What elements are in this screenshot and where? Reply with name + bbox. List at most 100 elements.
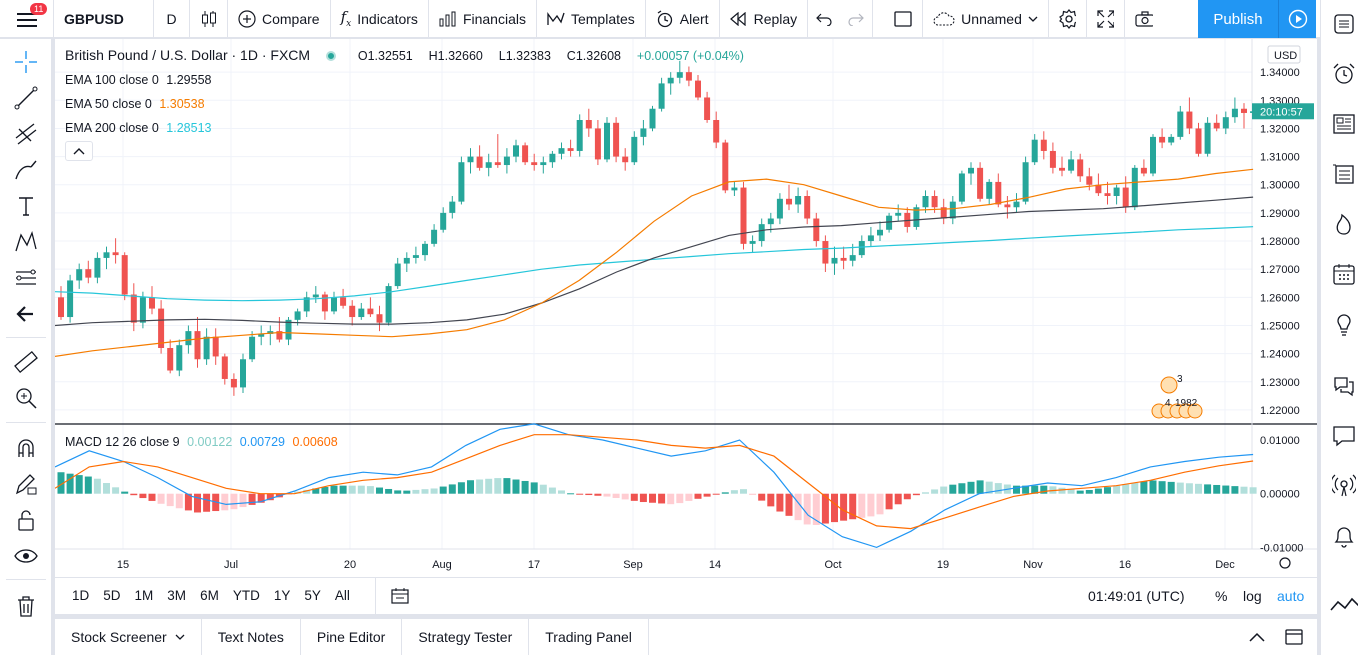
trash-icon: [18, 596, 34, 617]
hide-toolbar-button[interactable]: [10, 299, 42, 329]
magnet-tool[interactable]: [10, 433, 42, 463]
compare-button[interactable]: Compare: [228, 0, 331, 38]
candle-body: [121, 255, 128, 295]
streams-button[interactable]: [1330, 472, 1358, 500]
maximize-panel-icon[interactable]: [1285, 629, 1303, 645]
toolbar-divider: [6, 579, 46, 580]
chart-canvas[interactable]: 1.340001.330001.320001.310001.300001.290…: [55, 39, 1317, 576]
candle-body: [139, 297, 146, 323]
range-5y[interactable]: 5Y: [304, 588, 321, 603]
collapse-sidebar-button[interactable]: [1330, 590, 1358, 618]
measure-tool[interactable]: [10, 347, 42, 377]
price-tick-label: 1.30000: [1260, 180, 1300, 192]
candle-body: [94, 257, 101, 278]
messages-button[interactable]: [1330, 422, 1358, 450]
tab-trading-panel[interactable]: Trading Panel: [529, 619, 649, 655]
tab-strategy-tester[interactable]: Strategy Tester: [402, 619, 530, 655]
log-scale-toggle[interactable]: log: [1243, 588, 1262, 604]
range-5d[interactable]: 5D: [103, 588, 121, 603]
flame-icon: [1336, 213, 1351, 235]
news-button[interactable]: [1330, 110, 1358, 138]
ideas-button[interactable]: [1330, 310, 1358, 338]
range-1y[interactable]: 1Y: [273, 588, 291, 603]
settings-button[interactable]: [1049, 0, 1087, 38]
text-tool[interactable]: [10, 191, 42, 221]
ema100-legend[interactable]: EMA 100 close 0 1.29558: [65, 73, 215, 87]
trend-line-tool[interactable]: [10, 83, 42, 113]
remove-drawings-tool[interactable]: [10, 591, 42, 621]
macd-legend[interactable]: MACD 12 26 close 9 0.00122 0.00729 0.006…: [65, 435, 342, 449]
publish-button[interactable]: Publish: [1198, 0, 1278, 38]
legend-close: C1.32608: [566, 49, 622, 63]
auto-scale-toggle[interactable]: auto: [1277, 588, 1305, 604]
snapshot-button[interactable]: [1125, 0, 1163, 38]
legend-collapse-button[interactable]: [65, 141, 93, 161]
data-window-button[interactable]: [1330, 160, 1358, 188]
interval-button[interactable]: D: [154, 0, 190, 38]
alerts-panel-button[interactable]: [1330, 60, 1358, 88]
fullscreen-button[interactable]: [1087, 0, 1125, 38]
lock-all-tool[interactable]: [10, 505, 42, 535]
symbol-search-button[interactable]: GBPUSD: [54, 0, 154, 38]
macd-histogram-bar: [1240, 486, 1248, 494]
play-button[interactable]: [1278, 0, 1316, 38]
indicators-button[interactable]: fx Indicators: [331, 0, 429, 38]
candle-body: [103, 252, 110, 258]
go-to-date-button[interactable]: [374, 577, 417, 614]
candle-body: [877, 229, 883, 236]
calendar-button[interactable]: [1330, 260, 1358, 288]
macd-tick-label: 0.01000: [1260, 435, 1300, 447]
financials-button[interactable]: Financials: [429, 0, 537, 38]
chats-button[interactable]: [1330, 372, 1358, 400]
tab-stock-screener[interactable]: Stock Screener: [55, 619, 202, 655]
macd-histogram-bar: [348, 485, 356, 494]
chevron-zigzag-icon: [1330, 597, 1358, 611]
toolbar-divider: [6, 337, 46, 338]
layout-name-button[interactable]: Unnamed: [923, 0, 1049, 38]
macd-histogram-bar: [1031, 485, 1039, 494]
candle-body: [158, 308, 165, 348]
lock-drawings-tool[interactable]: [10, 469, 42, 499]
tab-pine-editor[interactable]: Pine Editor: [301, 619, 403, 655]
watchlist-button[interactable]: [1330, 10, 1358, 38]
hide-drawings-tool[interactable]: [10, 541, 42, 571]
symbol-title[interactable]: British Pound / U.S. Dollar · 1D · FXCM: [65, 47, 311, 63]
range-1d[interactable]: 1D: [72, 588, 90, 603]
brush-tool[interactable]: [10, 155, 42, 185]
range-ytd[interactable]: YTD: [232, 588, 260, 603]
fib-tool[interactable]: [10, 119, 42, 149]
range-3m[interactable]: 3M: [167, 588, 187, 603]
crosshair-tool[interactable]: [10, 47, 42, 77]
utc-clock[interactable]: 01:49:01 (UTC): [1088, 588, 1185, 604]
pattern-tool[interactable]: [10, 227, 42, 257]
ema50-legend[interactable]: EMA 50 close 0 1.30538: [65, 97, 209, 111]
candle-body: [767, 218, 774, 225]
range-all[interactable]: All: [334, 588, 350, 603]
candle-body: [1195, 128, 1202, 154]
macd-histogram-bar: [1149, 480, 1157, 494]
notifications-button[interactable]: [1330, 522, 1358, 550]
macd-histogram-bar: [840, 493, 848, 521]
prediction-tool[interactable]: [10, 263, 42, 293]
main-menu-button[interactable]: 11: [0, 0, 54, 38]
redo-button[interactable]: [840, 0, 874, 38]
range-6m[interactable]: 6M: [200, 588, 219, 603]
layout-select-button[interactable]: [883, 0, 924, 38]
candle-body: [813, 218, 820, 242]
alert-button[interactable]: Alert: [646, 0, 720, 38]
hotlists-button[interactable]: [1330, 210, 1358, 238]
candle-body: [1095, 184, 1102, 194]
tab-text-notes[interactable]: Text Notes: [202, 619, 301, 655]
zoom-tool[interactable]: [10, 383, 42, 413]
macd-histogram-bar: [903, 493, 911, 500]
chart-pane[interactable]: 1.34000 1.33000 1.32000 1.31000 1.30000 1.290…: [55, 39, 1317, 614]
undo-button[interactable]: [808, 0, 840, 38]
chart-style-button[interactable]: [190, 0, 228, 38]
templates-button[interactable]: Templates: [537, 0, 646, 38]
chevron-up-icon[interactable]: [1249, 632, 1265, 642]
replay-button[interactable]: Replay: [720, 0, 809, 38]
percent-scale-toggle[interactable]: %: [1215, 588, 1228, 604]
ema200-legend[interactable]: EMA 200 close 0 1.28513: [65, 121, 215, 135]
candle-body: [203, 336, 210, 360]
range-1m[interactable]: 1M: [134, 588, 154, 603]
